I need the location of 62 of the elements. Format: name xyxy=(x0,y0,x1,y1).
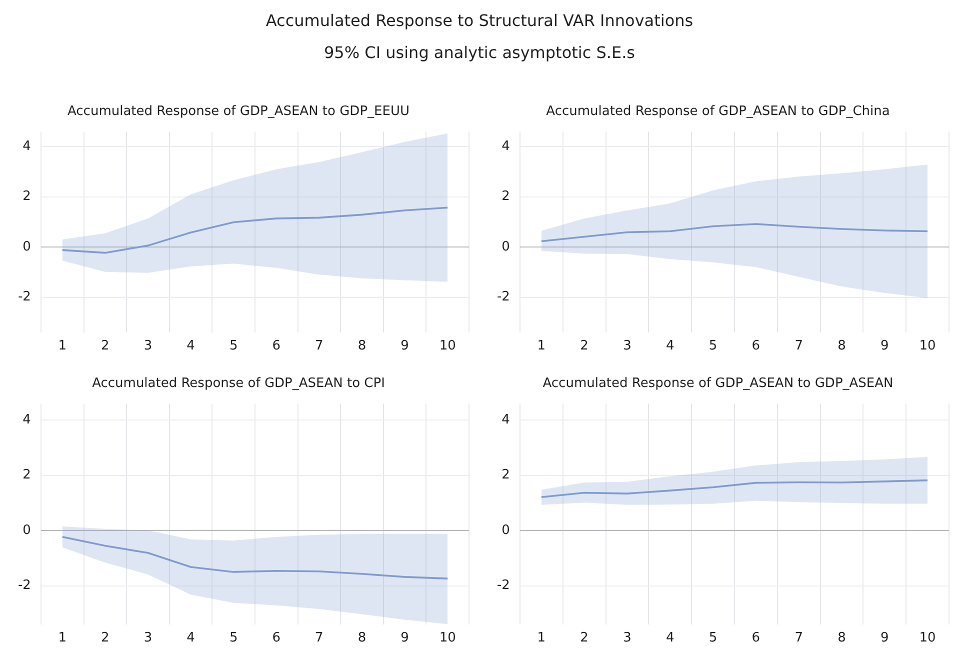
text: 95% CI using analytic asymptotic S.E.s xyxy=(323,42,636,64)
chart-title: Accumulated Response of GDP_ASEAN to GDP_ASEAN xyxy=(542,376,894,392)
y-tick-label: 4 xyxy=(502,139,510,154)
text: Accumulated Response to Structural VAR Innovations xyxy=(264,10,694,32)
y-tick-label: 0 xyxy=(502,522,510,538)
x-tick-label: 10 xyxy=(919,630,936,646)
x-tick-label: 5 xyxy=(708,338,718,354)
x-tick-label: 7 xyxy=(315,630,324,646)
x-tick-label: 3 xyxy=(144,630,152,646)
x-tick-label: 6 xyxy=(272,338,281,354)
x-tick-label: 3 xyxy=(623,630,632,646)
x-tick-label: 7 xyxy=(794,338,803,354)
y-tick-label: 4 xyxy=(22,412,31,428)
x-tick-label: 5 xyxy=(229,630,238,646)
chart-title: Accumulated Response of GDP_ASEAN to GDP_EEUU xyxy=(68,104,410,120)
chart-title: Accumulated Response of GDP_ASEAN to CPI xyxy=(92,376,385,392)
x-tick-label: 1 xyxy=(58,338,67,354)
x-tick-label: 8 xyxy=(838,338,846,354)
x-tick-label: 8 xyxy=(358,630,366,646)
x-tick-label: 4 xyxy=(666,338,674,354)
x-tick-label: 1 xyxy=(58,630,67,646)
x-tick-label: 5 xyxy=(708,630,718,646)
x-tick-label: 4 xyxy=(186,338,195,354)
x-tick-label: 7 xyxy=(315,338,324,354)
x-tick-label: 2 xyxy=(101,338,110,354)
x-tick-label: 6 xyxy=(272,630,281,646)
x-tick-label: 1 xyxy=(537,338,546,354)
x-tick-label: 2 xyxy=(580,338,588,354)
x-tick-label: 4 xyxy=(186,630,195,646)
y-tick-label: 2 xyxy=(502,189,510,204)
y-tick-label: -2 xyxy=(18,290,31,305)
y-tick-label: 0 xyxy=(22,239,31,254)
x-tick-label: 10 xyxy=(439,630,456,646)
x-tick-label: 5 xyxy=(229,338,238,354)
y-tick-label: 4 xyxy=(502,412,510,428)
x-tick-label: 10 xyxy=(439,338,456,354)
x-tick-label: 2 xyxy=(101,630,110,646)
chart-title: Accumulated Response of GDP_ASEAN to GDP_China xyxy=(546,104,890,120)
y-tick-label: 0 xyxy=(22,522,31,538)
x-tick-label: 9 xyxy=(400,630,409,646)
x-tick-label: 8 xyxy=(838,630,846,646)
x-tick-label: 7 xyxy=(794,630,803,646)
x-tick-label: 4 xyxy=(666,630,674,646)
x-tick-label: 3 xyxy=(144,338,152,354)
y-tick-label: 2 xyxy=(22,189,31,204)
x-tick-label: 6 xyxy=(752,630,760,646)
y-tick-label: 0 xyxy=(502,239,510,254)
y-tick-label: 4 xyxy=(22,139,31,154)
y-tick-label: -2 xyxy=(496,578,510,594)
x-tick-label: 3 xyxy=(623,338,632,354)
x-tick-label: 9 xyxy=(880,338,889,354)
y-tick-label: 2 xyxy=(22,468,31,483)
y-tick-label: -2 xyxy=(496,290,510,305)
x-tick-label: 9 xyxy=(880,630,889,646)
x-tick-label: 1 xyxy=(537,630,546,646)
x-tick-label: 8 xyxy=(358,338,366,354)
x-tick-label: 2 xyxy=(580,630,588,646)
x-tick-label: 6 xyxy=(752,338,760,354)
x-tick-label: 9 xyxy=(400,338,409,354)
y-tick-label: -2 xyxy=(18,578,31,594)
y-tick-label: 2 xyxy=(502,468,510,483)
x-tick-label: 10 xyxy=(919,338,936,354)
